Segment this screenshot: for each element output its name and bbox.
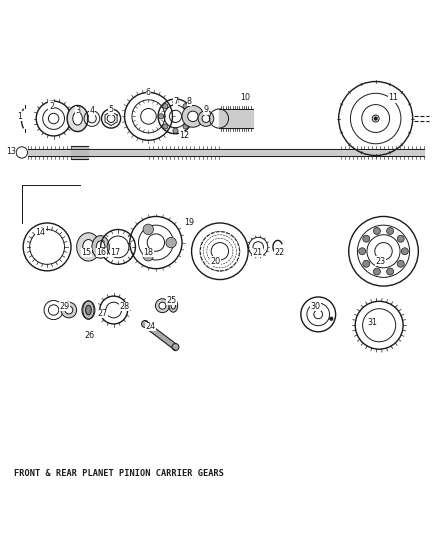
Ellipse shape: [171, 302, 176, 309]
Circle shape: [143, 224, 153, 235]
Circle shape: [65, 306, 73, 314]
Circle shape: [182, 106, 204, 127]
Text: 2: 2: [49, 102, 54, 111]
Circle shape: [155, 298, 170, 313]
Text: 11: 11: [388, 93, 398, 102]
Text: 15: 15: [81, 248, 91, 257]
Circle shape: [143, 251, 153, 261]
Text: 7: 7: [173, 96, 178, 106]
Ellipse shape: [85, 305, 91, 315]
Circle shape: [173, 99, 178, 104]
Text: 9: 9: [203, 106, 208, 114]
Text: 25: 25: [166, 296, 176, 305]
Text: 18: 18: [144, 248, 153, 257]
Text: 3: 3: [75, 106, 80, 115]
Text: 10: 10: [240, 93, 250, 102]
Circle shape: [374, 117, 378, 120]
Circle shape: [61, 302, 77, 318]
Circle shape: [172, 344, 179, 351]
Ellipse shape: [67, 106, 88, 132]
Text: 6: 6: [146, 88, 151, 97]
Ellipse shape: [77, 233, 100, 261]
Circle shape: [162, 124, 168, 129]
Text: 23: 23: [376, 257, 386, 266]
Circle shape: [183, 124, 188, 129]
Text: 16: 16: [96, 248, 106, 257]
Text: 13: 13: [6, 147, 16, 156]
Circle shape: [387, 228, 394, 235]
Circle shape: [397, 235, 404, 242]
Text: 20: 20: [210, 257, 221, 266]
Circle shape: [363, 235, 370, 242]
Ellipse shape: [73, 112, 82, 125]
Text: 29: 29: [59, 302, 69, 311]
Circle shape: [359, 248, 366, 255]
Circle shape: [159, 302, 166, 309]
Circle shape: [363, 260, 370, 267]
Circle shape: [166, 237, 177, 248]
Text: 26: 26: [84, 331, 94, 340]
Circle shape: [374, 268, 381, 275]
Circle shape: [141, 320, 148, 327]
Text: FRONT & REAR PLANET PINION CARRIER GEARS: FRONT & REAR PLANET PINION CARRIER GEARS: [14, 469, 224, 478]
Circle shape: [202, 115, 210, 123]
Text: 14: 14: [35, 228, 46, 237]
Text: 4: 4: [89, 106, 95, 115]
Ellipse shape: [83, 301, 94, 319]
Ellipse shape: [83, 239, 94, 254]
Circle shape: [187, 111, 198, 122]
Circle shape: [374, 228, 381, 235]
Text: 30: 30: [311, 302, 321, 311]
Circle shape: [159, 114, 164, 119]
Text: 17: 17: [110, 248, 120, 257]
Text: 28: 28: [119, 302, 129, 311]
Ellipse shape: [92, 236, 110, 258]
Ellipse shape: [169, 299, 178, 312]
Text: 21: 21: [252, 248, 262, 257]
Text: 5: 5: [109, 106, 113, 114]
Circle shape: [329, 317, 333, 320]
Circle shape: [187, 114, 192, 119]
Circle shape: [173, 128, 178, 133]
Text: 31: 31: [367, 318, 377, 327]
Text: 12: 12: [179, 132, 189, 140]
Text: 19: 19: [184, 217, 194, 227]
Text: 1: 1: [17, 112, 22, 121]
Circle shape: [397, 260, 404, 267]
Ellipse shape: [96, 241, 105, 253]
Text: 27: 27: [97, 309, 107, 318]
Circle shape: [387, 268, 394, 275]
Text: 8: 8: [187, 96, 192, 106]
Circle shape: [162, 103, 168, 109]
Circle shape: [401, 248, 408, 255]
Circle shape: [183, 103, 188, 109]
Circle shape: [198, 111, 214, 126]
Text: 22: 22: [274, 248, 284, 257]
Text: 24: 24: [145, 322, 155, 331]
